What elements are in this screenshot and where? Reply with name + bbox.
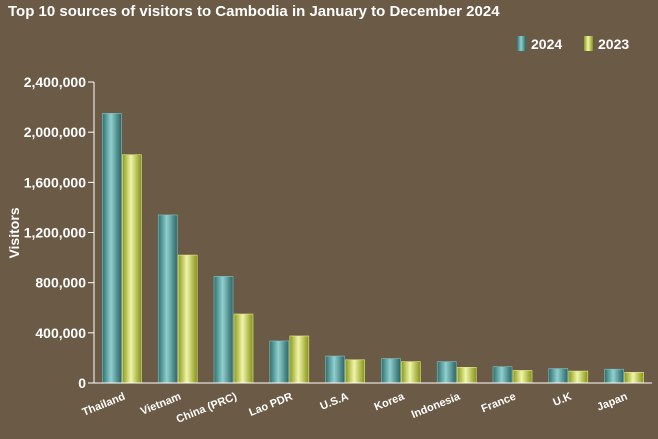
bar-2024-lao-pdr (269, 340, 290, 384)
y-tick-label: 2,000,000 (24, 124, 86, 140)
x-tick-label: France (480, 391, 518, 416)
bars (102, 113, 644, 384)
chart-title: Top 10 sources of visitors to Cambodia i… (8, 3, 500, 20)
bar-2023-korea (401, 361, 421, 384)
y-axis-label: Visitors (6, 207, 22, 258)
bar-2024-france (492, 366, 513, 384)
bar-2023-china-prc- (233, 313, 254, 384)
legend-label-2023: 2023 (598, 36, 629, 52)
bar-2023-u-k (568, 370, 589, 384)
y-tick-label: 1,200,000 (24, 225, 86, 241)
x-tick-label: Japan (595, 391, 629, 414)
bar-2024-indonesia (436, 361, 457, 384)
legend-label-2024: 2024 (531, 36, 562, 52)
bar-2023-lao-pdr (289, 335, 310, 384)
x-tick-label: Lao PDR (247, 391, 294, 419)
y-tick-label: 400,000 (35, 325, 86, 341)
bar-2024-u-s-a (325, 355, 345, 384)
y-tick-label: 2,400,000 (24, 74, 86, 90)
bar-2023-u-s-a (345, 359, 365, 384)
x-tick-label: U.K (551, 391, 573, 409)
bar-2023-thailand (122, 154, 142, 384)
x-tick-label: Korea (373, 390, 407, 413)
legend-swatch-2023 (584, 36, 593, 51)
bar-2024-vietnam (157, 214, 178, 384)
bar-2024-china-prc- (213, 276, 234, 384)
y-tick-label: 1,600,000 (24, 174, 86, 190)
bar-2023-indonesia (456, 367, 477, 384)
legend: 2024 2023 (517, 36, 629, 52)
x-tick-label: Indonesia (410, 390, 463, 421)
bar-2023-vietnam (177, 254, 198, 384)
bar-2024-u-k (548, 368, 569, 384)
y-tick-label: 0 (78, 375, 86, 391)
legend-swatch-2024 (517, 36, 526, 51)
bar-2023-france (512, 370, 533, 384)
bar-2024-korea (381, 358, 401, 384)
x-tick-label: Thailand (81, 391, 127, 419)
bar-2024-thailand (102, 113, 122, 384)
x-tick-label: U.S.A (319, 391, 351, 413)
bar-2024-japan (604, 368, 624, 384)
bar-2023-japan (624, 372, 644, 384)
y-axis: 0 400,000 800,000 1,200,000 1,600,000 2,000,0… (24, 74, 95, 391)
x-tick-label: China (PRC) (175, 391, 239, 426)
y-tick-label: 800,000 (35, 275, 86, 291)
